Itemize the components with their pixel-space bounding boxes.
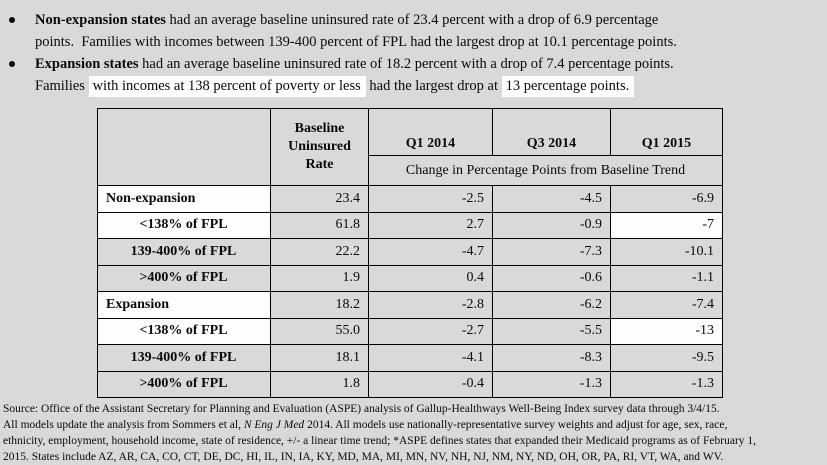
value-cell: -4.1 [368, 344, 493, 372]
baseline-col-header: Baseline Uninsured Rate [270, 108, 369, 186]
value-cell: 18.1 [270, 344, 369, 372]
table-body: Non-expansion 23.4 -2.5 -4.5 -6.9 <138% of FP… [97, 185, 723, 398]
text-segment: 2014. All models use nationally-represen… [304, 419, 728, 431]
value-cell: -5.5 [492, 317, 611, 345]
row-label: Expansion [97, 291, 271, 319]
data-table: Baseline Uninsured Rate Q1 2014 Q3 2014 … [97, 108, 723, 398]
text-segment: had an average baseline uninsured rate o… [138, 56, 674, 72]
text-segment: Expansion states [35, 56, 139, 72]
value-cell: 1.9 [270, 264, 369, 292]
row-label: <138% of FPL [97, 211, 271, 239]
highlight-segment: 13 percentage points. [501, 76, 635, 97]
row-label: <138% of FPL [97, 317, 271, 345]
value-cell: -13 [610, 317, 723, 345]
text-segment: had the largest drop at [365, 78, 502, 94]
text-segment: Non-expansion states [35, 12, 166, 28]
corner-cell [97, 108, 271, 186]
bullet-icon [9, 61, 15, 67]
value-cell: -6.2 [492, 291, 611, 319]
value-cell: 18.2 [270, 291, 369, 319]
text-segment: had an average baseline uninsured rate o… [165, 12, 659, 28]
text-segment: N Eng J Med [243, 419, 305, 431]
value-cell: -7.3 [492, 238, 611, 266]
value-cell: 55.0 [270, 317, 369, 345]
footer-line: All models update the analysis from Somm… [3, 417, 827, 433]
row-label: 139-400% of FPL [97, 238, 271, 266]
span-subheader: Change in Percentage Points from Baselin… [368, 155, 723, 186]
value-cell: -2.8 [368, 291, 493, 319]
table-row: >400% of FPL 1.8 -0.4 -1.3 -1.3 [97, 370, 723, 398]
text-segment: Source: Office of the Assistant Secretar… [3, 403, 720, 415]
value-cell: -1.3 [492, 370, 611, 398]
value-cell: 1.8 [270, 370, 369, 398]
value-cell: -4.5 [492, 185, 611, 213]
value-cell: -1.1 [610, 264, 723, 292]
row-label: >400% of FPL [97, 264, 271, 292]
quarter-col-header: Q1 2014 [368, 108, 493, 156]
footer-line: Source: Office of the Assistant Secretar… [3, 401, 827, 417]
value-cell: -10.1 [610, 238, 723, 266]
table-row: Expansion 18.2 -2.8 -6.2 -7.4 [97, 291, 723, 319]
value-cell: -4.7 [368, 238, 493, 266]
table-row: <138% of FPL 55.0 -2.7 -5.5 -13 [97, 317, 723, 345]
value-cell: -0.9 [492, 211, 611, 239]
text-segment: Families [35, 78, 89, 94]
value-cell: 23.4 [270, 185, 369, 213]
text-segment: points. Families with incomes between 13… [35, 34, 677, 50]
highlight-segment: with incomes at 138 percent of poverty o… [88, 76, 366, 97]
footer-line: ethnicity, employment, household income,… [3, 433, 827, 449]
value-cell: 22.2 [270, 238, 369, 266]
bullet-item: Expansion states had an average baseline… [8, 53, 827, 97]
text-segment: 2015. States include AZ, AR, CA, CO, CT,… [3, 451, 724, 463]
value-cell: -7.4 [610, 291, 723, 319]
value-cell: -6.9 [610, 185, 723, 213]
table-row: <138% of FPL 61.8 2.7 -0.9 -7 [97, 211, 723, 239]
value-cell: 61.8 [270, 211, 369, 239]
footer-line: 2015. States include AZ, AR, CA, CO, CT,… [3, 449, 827, 465]
table-row: 139-400% of FPL 18.1 -4.1 -8.3 -9.5 [97, 344, 723, 372]
value-cell: 0.4 [368, 264, 493, 292]
value-cell: -8.3 [492, 344, 611, 372]
table-header: Baseline Uninsured Rate Q1 2014 Q3 2014 … [97, 108, 723, 186]
row-label: Non-expansion [97, 185, 271, 213]
value-cell: -2.5 [368, 185, 493, 213]
value-cell: -0.6 [492, 264, 611, 292]
quarter-col-header: Q3 2014 [492, 108, 611, 156]
bullet-line: Non-expansion states had an average base… [35, 9, 827, 31]
quarter-col-header: Q1 2015 [610, 108, 723, 156]
value-cell: -9.5 [610, 344, 723, 372]
table-row: >400% of FPL 1.9 0.4 -0.6 -1.1 [97, 264, 723, 292]
text-segment: All models update the analysis from Somm… [3, 419, 244, 431]
table-row: 139-400% of FPL 22.2 -4.7 -7.3 -10.1 [97, 238, 723, 266]
value-cell: -7 [610, 211, 723, 239]
row-label: >400% of FPL [97, 370, 271, 398]
value-cell: -2.7 [368, 317, 493, 345]
value-cell: 2.7 [368, 211, 493, 239]
value-cell: -1.3 [610, 370, 723, 398]
text-segment: ethnicity, employment, household income,… [3, 435, 757, 447]
bullet-list: Non-expansion states had an average base… [0, 0, 827, 97]
bullet-line: points. Families with incomes between 13… [35, 31, 827, 53]
bullet-item: Non-expansion states had an average base… [8, 9, 827, 53]
bullet-line: Families with incomes at 138 percent of … [35, 75, 827, 97]
row-label: 139-400% of FPL [97, 344, 271, 372]
value-cell: -0.4 [368, 370, 493, 398]
bullet-icon [9, 17, 15, 23]
source-note: Source: Office of the Assistant Secretar… [0, 398, 827, 465]
table-row: Non-expansion 23.4 -2.5 -4.5 -6.9 [97, 185, 723, 213]
bullet-line: Expansion states had an average baseline… [35, 53, 827, 75]
